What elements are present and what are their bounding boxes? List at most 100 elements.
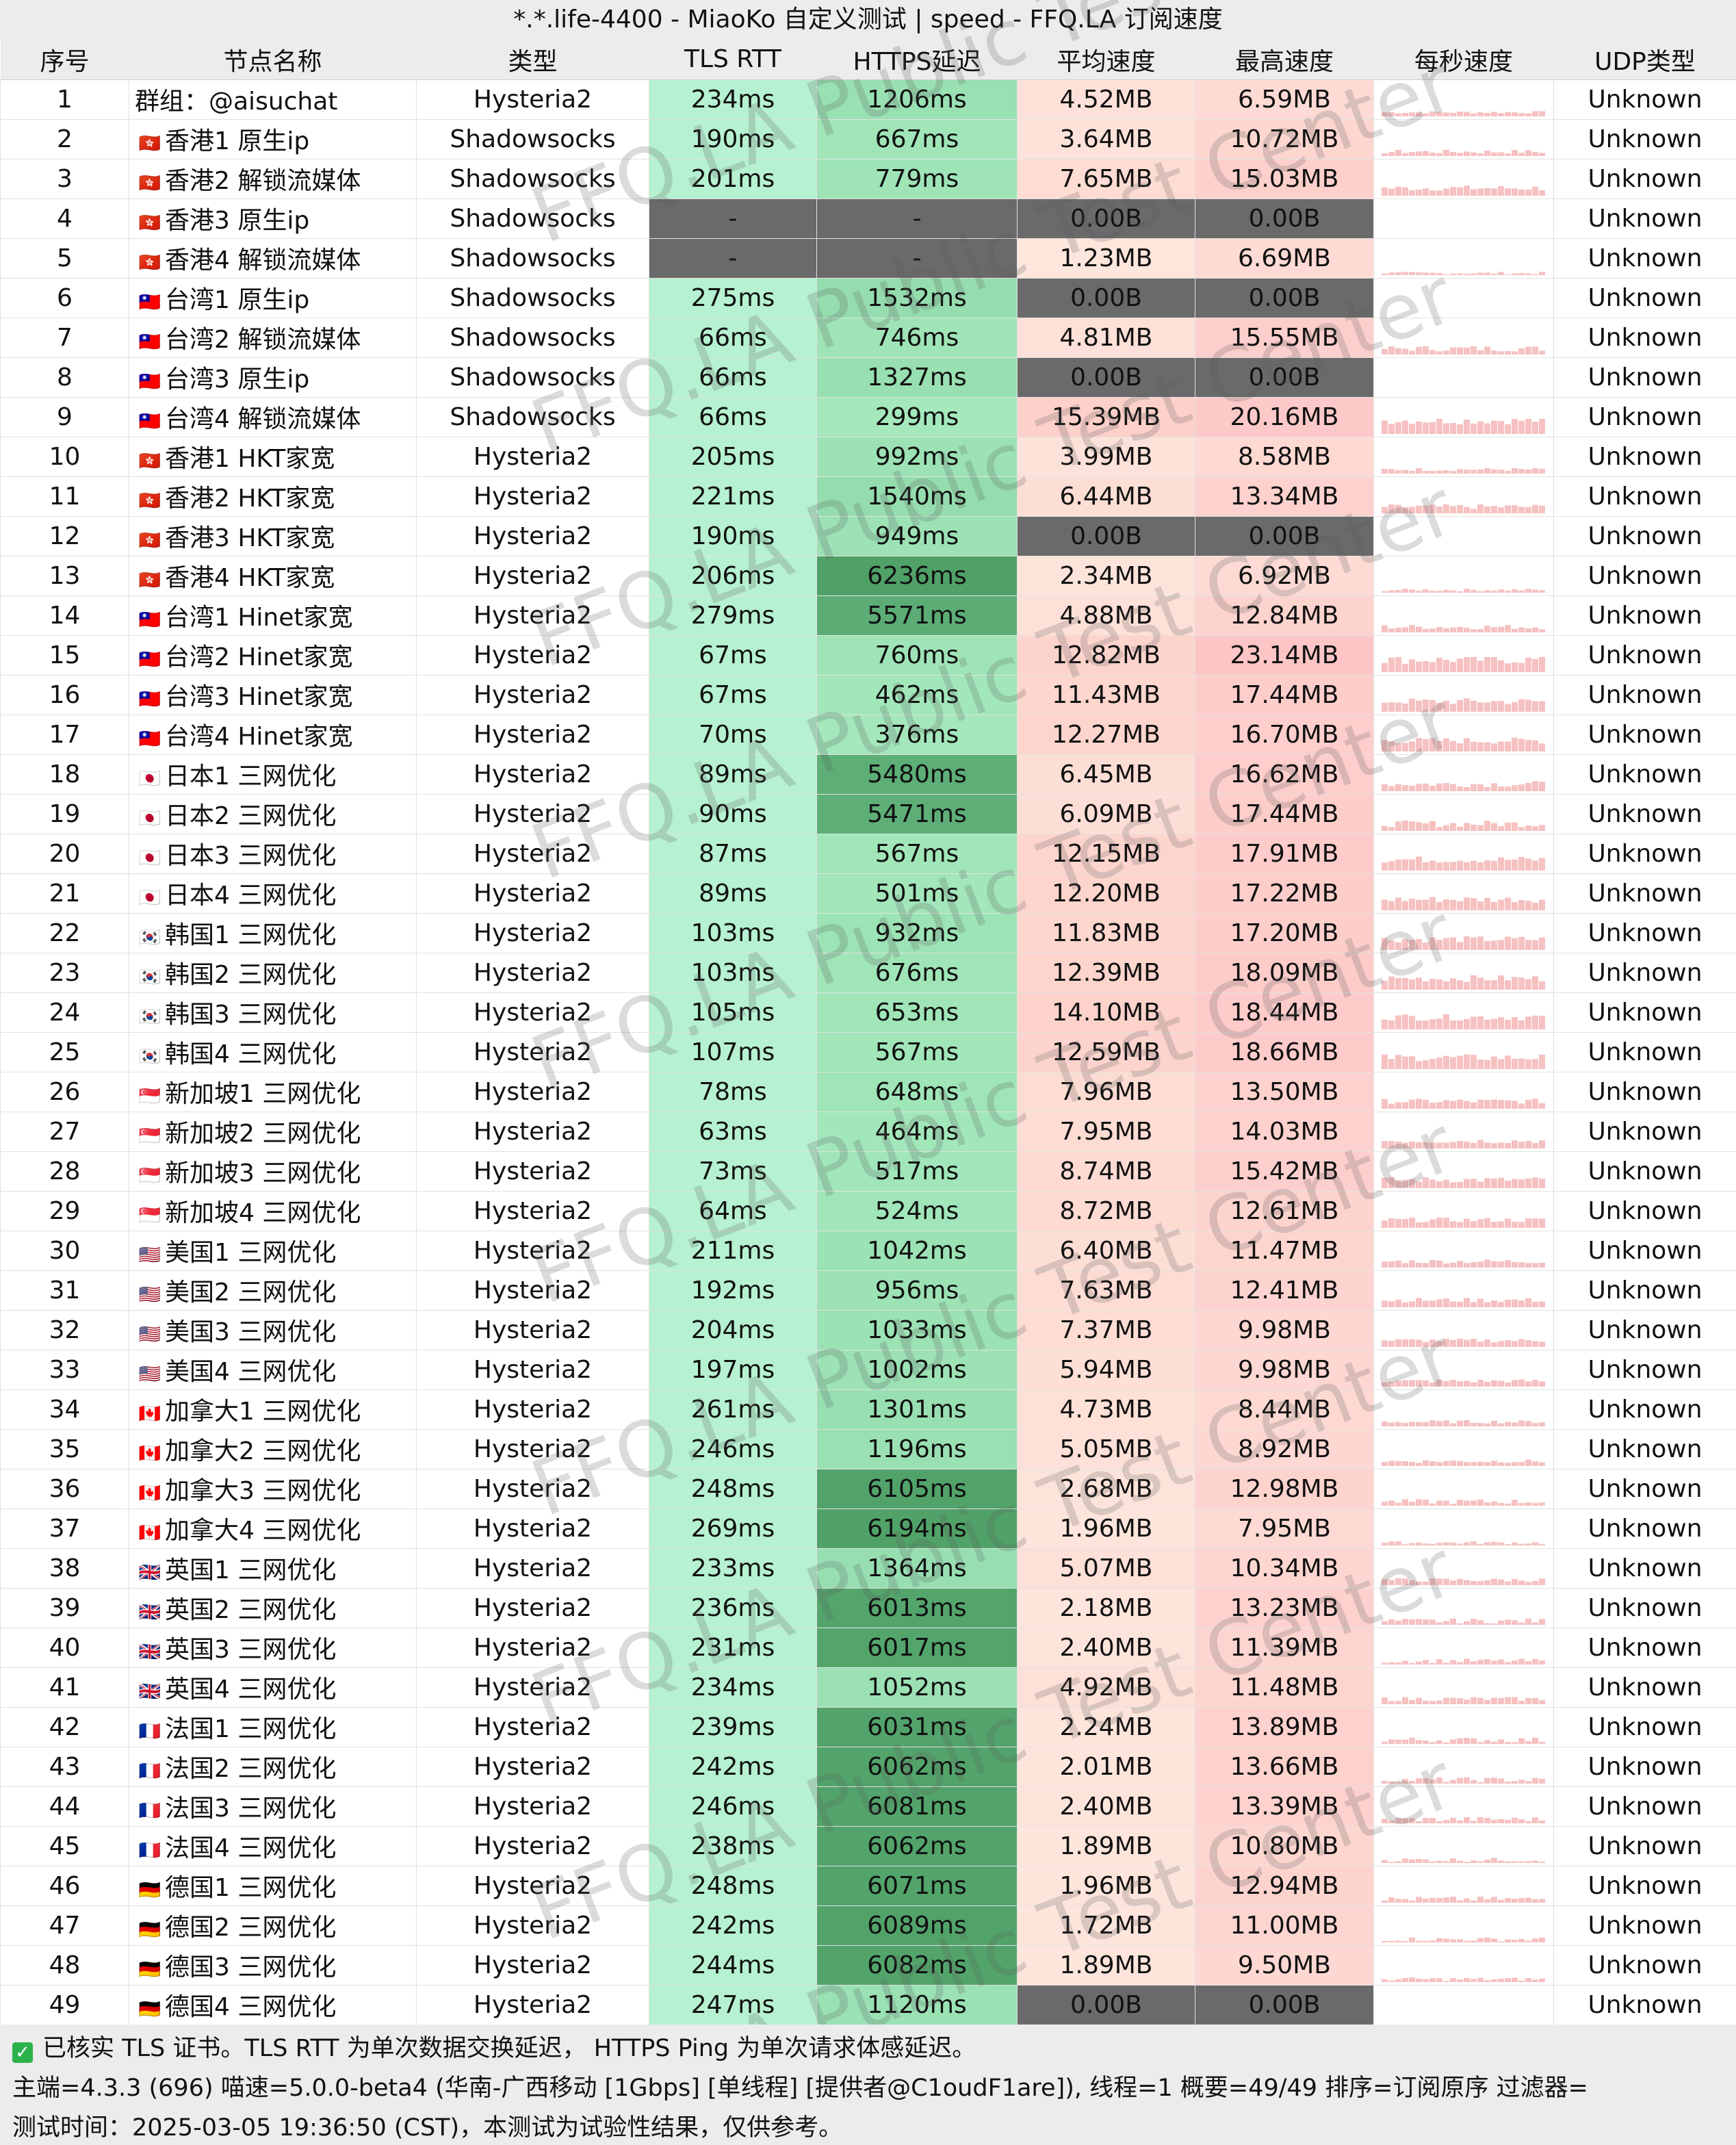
column-header-index[interactable]: 序号 <box>0 40 129 80</box>
sparkline-bar <box>1457 1578 1463 1585</box>
tls-rtt: 192ms <box>649 1270 817 1311</box>
sparkline-bar <box>1484 656 1490 672</box>
node-name: 德国3 三网优化 <box>165 1953 337 1981</box>
column-header-per-second-speed[interactable]: 每秒速度 <box>1373 40 1554 80</box>
tls-rtt: 234ms <box>649 1667 817 1708</box>
sparkline-bar <box>1416 151 1422 156</box>
tls-rtt: 103ms <box>649 952 817 993</box>
sparkline-bar <box>1505 1462 1511 1466</box>
node-type: Hysteria2 <box>416 1547 649 1589</box>
sparkline-bar <box>1518 627 1525 632</box>
sparkline-bar <box>1505 1861 1511 1863</box>
sparkline-bar <box>1484 1580 1490 1585</box>
sparkline-bar <box>1518 977 1525 990</box>
column-header-tls-rtt[interactable]: TLS RTT <box>649 40 817 80</box>
node-type: Hysteria2 <box>416 1230 649 1271</box>
sparkline-bar <box>1471 1978 1477 1982</box>
tw-flag-icon: 🇹🇼 <box>138 689 161 710</box>
column-header-avg-speed[interactable]: 平均速度 <box>1017 40 1195 80</box>
sparkline-bar <box>1539 505 1545 513</box>
column-header-udp-type[interactable]: UDP类型 <box>1553 40 1736 80</box>
table-row: 6 🇹🇼 台湾1 原生ip Shadowsocks 275ms 1532ms 0.00B 0.… <box>0 277 1736 318</box>
column-header-node-name[interactable]: 节点名称 <box>129 40 417 80</box>
sparkline-bar <box>1477 272 1484 275</box>
per-second-speed-sparkline <box>1373 1786 1554 1827</box>
udp-type: Unknown <box>1553 1627 1736 1668</box>
node-type: Hysteria2 <box>416 1190 649 1231</box>
sparkline-bar <box>1457 1222 1463 1228</box>
node-name-cell: 🇭🇰 香港3 HKT家宽 <box>129 515 417 556</box>
sparkline-chart <box>1382 271 1545 275</box>
sparkline-bar <box>1395 149 1401 156</box>
sparkline-chart <box>1382 780 1545 791</box>
column-header-max-speed[interactable]: 最高速度 <box>1195 40 1374 80</box>
sparkline-bar <box>1450 1460 1456 1466</box>
sparkline-bar <box>1484 1099 1490 1109</box>
sparkline-chart <box>1382 1618 1545 1625</box>
sparkline-chart <box>1382 588 1545 593</box>
column-header-https-latency[interactable]: HTTPS延迟 <box>816 40 1018 80</box>
udp-type: Unknown <box>1553 1031 1736 1072</box>
sparkline-bar <box>1429 1339 1436 1347</box>
sparkline-bar <box>1457 1697 1463 1704</box>
sparkline-bar <box>1457 1181 1463 1188</box>
sparkline-bar <box>1429 422 1436 434</box>
sparkline-bar <box>1498 1177 1504 1188</box>
max-speed: 17.22MB <box>1195 873 1374 914</box>
node-name-cell: 🇫🇷 法国3 三网优化 <box>129 1786 417 1827</box>
sparkline-bar <box>1429 1940 1436 1942</box>
table-row: 38 🇬🇧 英国1 三网优化 Hysteria2 233ms 1364ms 5.07MB 10… <box>0 1547 1736 1589</box>
avg-speed: 12.82MB <box>1017 634 1195 676</box>
sparkline-bar <box>1532 940 1538 950</box>
sparkline-bar <box>1464 936 1470 950</box>
node-name-cell: 🇰🇷 韩国4 三网优化 <box>129 1031 417 1072</box>
https-latency: 567ms <box>816 1031 1018 1072</box>
https-latency: 5571ms <box>816 595 1018 636</box>
sparkline-bar <box>1498 1738 1504 1744</box>
https-latency: 1042ms <box>816 1230 1018 1271</box>
sparkline-bar <box>1402 420 1408 434</box>
gb-flag-icon: 🇬🇧 <box>138 1642 161 1662</box>
sparkline-bar <box>1395 1380 1401 1387</box>
sparkline-bar <box>1512 1178 1518 1188</box>
sparkline-bar <box>1443 1380 1449 1387</box>
avg-speed: 3.64MB <box>1017 118 1195 159</box>
sparkline-bar <box>1491 1460 1497 1466</box>
sparkline-bar <box>1436 741 1442 752</box>
sparkline-chart <box>1382 1139 1545 1148</box>
sparkline-bar <box>1498 1819 1504 1823</box>
sparkline-bar <box>1402 1179 1408 1188</box>
hk-flag-icon: 🇭🇰 <box>138 491 161 511</box>
https-latency: 676ms <box>816 952 1018 993</box>
sparkline-bar <box>1484 1502 1490 1506</box>
sparkline-bar <box>1382 937 1388 950</box>
sparkline-bar <box>1443 422 1449 434</box>
sparkline-bar <box>1525 939 1531 950</box>
node-name-cell: 🇨🇦 加拿大1 三网优化 <box>129 1389 417 1430</box>
sparkline-bar <box>1498 1697 1504 1704</box>
sparkline-bar <box>1477 1697 1484 1704</box>
sparkline-bar <box>1532 780 1538 791</box>
sparkline-bar <box>1471 1338 1477 1347</box>
row-index: 19 <box>0 793 129 834</box>
us-flag-icon: 🇺🇸 <box>138 1324 161 1345</box>
sparkline-bar <box>1512 1340 1518 1347</box>
https-latency: 1364ms <box>816 1547 1018 1589</box>
node-name-cell: 🇭🇰 香港1 HKT家宽 <box>129 436 417 477</box>
table-body: 1 群组：@aisuchat Hysteria2 234ms 1206ms 4.52MB 6… <box>0 79 1736 2025</box>
per-second-speed-sparkline <box>1373 476 1554 517</box>
udp-type: Unknown <box>1553 436 1736 477</box>
de-flag-icon: 🇩🇪 <box>138 1999 161 2020</box>
sparkline-bar <box>1429 860 1436 871</box>
per-second-speed-sparkline <box>1373 1587 1554 1628</box>
sparkline-bar <box>1382 1578 1388 1585</box>
check-icon: ✓ <box>12 2042 33 2063</box>
sparkline-bar <box>1518 856 1525 871</box>
sparkline-bar <box>1477 936 1484 950</box>
tls-rtt: 244ms <box>649 1944 817 1986</box>
table-header-row: 序号 节点名称 类型 TLS RTT HTTPS延迟 平均速度 最高速度 每秒速… <box>0 40 1736 80</box>
node-type: Shadowsocks <box>416 118 649 159</box>
column-header-type[interactable]: 类型 <box>416 40 649 80</box>
sparkline-bar <box>1464 1737 1470 1744</box>
https-latency: 376ms <box>816 714 1018 755</box>
